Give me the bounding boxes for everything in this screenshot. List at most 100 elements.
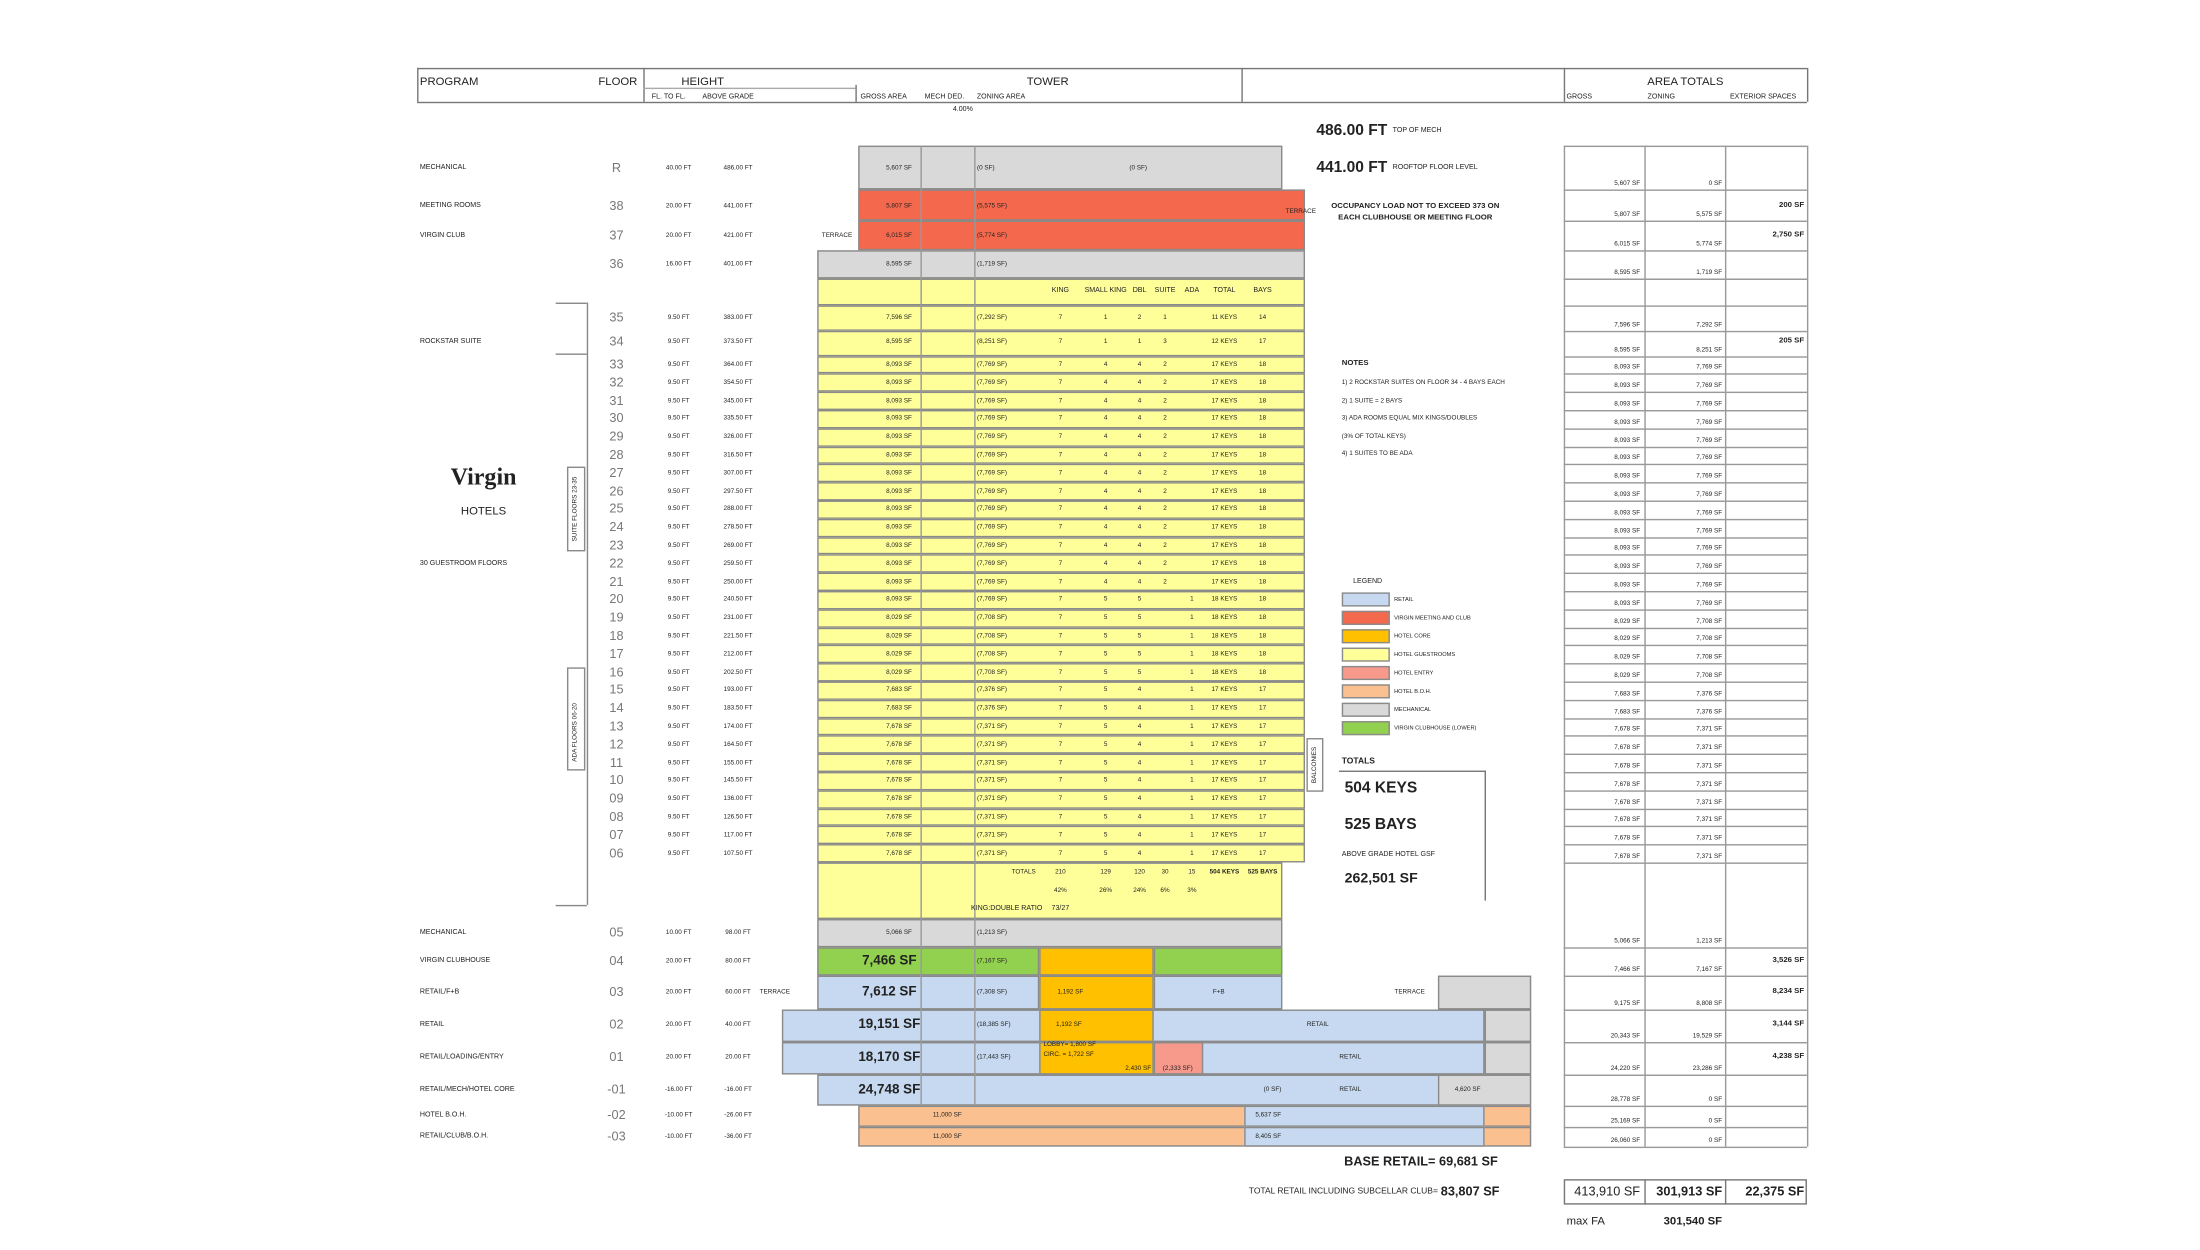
floor-block [817,428,1306,447]
room-count: 7 [1058,794,1063,802]
above-grade: -16.00 FT [724,1085,752,1093]
room-count: 18 KEYS [1211,649,1238,657]
total-gross: 8,029 SF [1614,653,1641,661]
room-count: 4 [1103,559,1108,567]
floor-block [817,663,1306,682]
room-count: 17 KEYS [1211,523,1238,531]
floor-number: R [611,160,622,175]
floor-number: 18 [609,628,624,643]
zoning-area: (7,769 SF) [976,432,1008,440]
floor-number: 21 [609,574,624,589]
room-count: 4 [1103,577,1108,585]
above-grade: 80.00 FT [725,956,751,964]
total-gross: 26,060 SF [1610,1136,1641,1144]
room-count: 7 [1058,523,1063,531]
above-grade: 193.00 FT [723,685,753,693]
rule [1563,699,1807,701]
floor-note: 11,000 SF [932,1132,962,1140]
total-exterior: 2,750 SF [1772,230,1805,240]
gross-area: 8,093 SF [886,595,912,603]
elevation-label: TOP OF MECH [1392,126,1442,136]
floor-block [817,410,1306,429]
room-count: 4 [1103,486,1108,494]
room-count: 4 [1137,360,1142,368]
above-grade: 60.00 FT [725,987,751,996]
above-grade: 136.00 FT [723,794,753,802]
floor-number: 32 [609,375,624,390]
rule [1563,975,1807,977]
notes-title: NOTES [1341,359,1369,368]
room-count: 17 [1259,794,1267,802]
zoning-area: (7,292 SF) [976,313,1008,321]
floor-number: 19 [609,610,624,625]
above-grade: 20.00 FT [725,1052,751,1061]
totals-gsf-label: ABOVE GRADE HOTEL GSF [1341,850,1436,859]
room-count: 4 [1137,577,1142,585]
gross-area: 8,595 SF [886,337,912,345]
floor-block [817,753,1306,772]
rule [1563,330,1807,332]
room-count: 4 [1137,432,1142,440]
floor-block [817,808,1306,827]
total-zoning: 7,769 SF [1696,598,1723,606]
floor-number: 04 [609,953,624,968]
rule [586,302,588,905]
room-count: 18 [1259,432,1267,440]
header-label: ZONING AREA [976,92,1026,102]
room-count: 7 [1058,758,1063,766]
room-count: 17 [1259,704,1267,712]
floor-note: RETAIL [1306,1020,1329,1028]
room-count: 5 [1103,613,1108,621]
legend-swatch [1341,647,1390,662]
floor-height: 20.00 FT [665,1020,692,1028]
room-count: 17 [1259,685,1267,693]
note: 4) 1 SUITES TO BE ADA [1341,449,1413,457]
total-zoning: 7,371 SF [1696,743,1723,751]
above-grade: 40.00 FT [725,1020,751,1028]
floor-block [1484,1009,1532,1043]
gross-area: 8,093 SF [886,360,912,368]
zoning-area: (1,213 SF) [976,928,1008,936]
floor-height: 9.50 FT [667,432,690,440]
floor-note: (2,333 SF) [1162,1064,1193,1072]
above-grade: 231.00 FT [723,613,753,621]
rule [1563,446,1807,448]
floor-note: (0 SF) [1129,163,1148,171]
program-name: HOTEL B.O.H. [419,1110,467,1120]
total-gross: 7,678 SF [1614,779,1641,787]
room-count: 7 [1058,740,1063,748]
room-count: 18 [1259,649,1267,657]
column-label: ADA [1184,286,1200,295]
floor-height: 9.50 FT [667,595,690,603]
room-count: 2 [1163,414,1167,422]
room-count: 7 [1058,848,1063,856]
bracket-label: BALCONIES [1310,746,1318,784]
program-name: VIRGIN CLUB [419,231,466,240]
room-count: 18 [1259,667,1267,675]
room-count: 7 [1058,812,1063,820]
room-count: 7 [1058,722,1063,730]
room-count: 17 KEYS [1211,396,1238,404]
zoning-area: (7,769 SF) [976,396,1008,404]
floor-number: 13 [609,718,624,734]
total-gross: 7,678 SF [1614,834,1641,842]
floor-block [817,735,1306,754]
grand-box [1563,1179,1807,1205]
room-count: 5 [1103,758,1108,766]
room-count: 17 KEYS [1211,740,1238,748]
above-grade: 145.50 FT [723,776,753,784]
total-gross: 24,220 SF [1610,1064,1641,1072]
zoning-area: (7,371 SF) [976,722,1008,730]
room-count: 1 [1190,776,1194,784]
header-label: EXTERIOR SPACES [1729,92,1797,102]
total-gross: 7,678 SF [1614,761,1641,769]
rule [1563,1126,1807,1128]
floor-number: 33 [609,357,624,372]
rule [1563,250,1807,252]
zoning-area: (7,371 SF) [976,830,1008,838]
total-gross: 7,678 SF [1614,852,1641,860]
floor-height: 9.50 FT [667,313,690,321]
grand-gross: 413,910 SF [1574,1184,1641,1199]
floor-number: 20 [609,592,624,607]
